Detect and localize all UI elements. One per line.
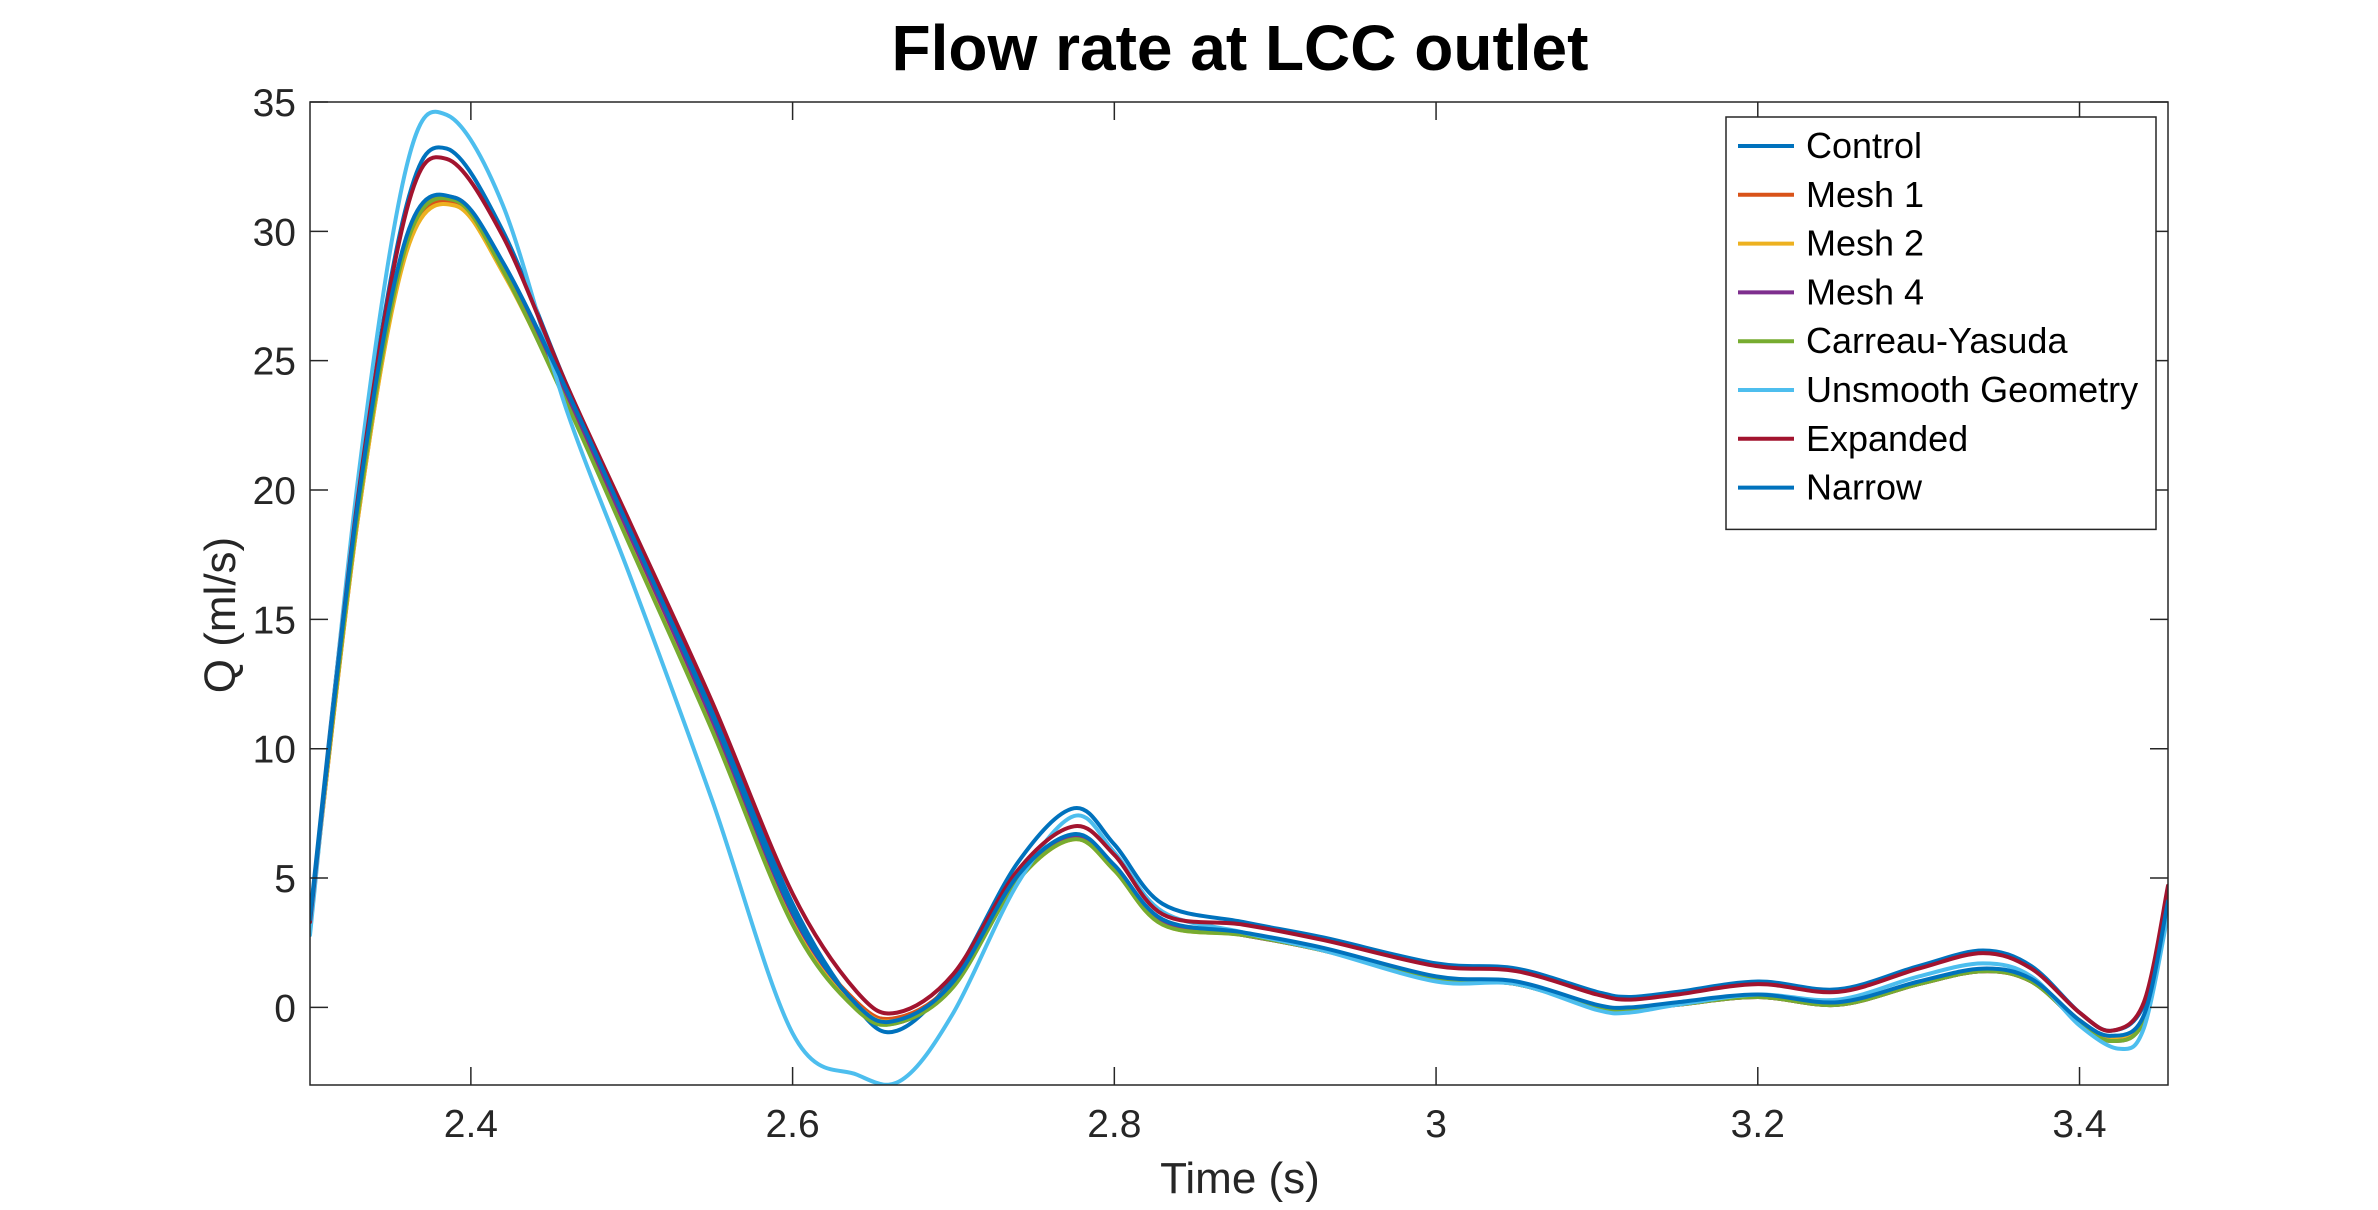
x-axis-label: Time (s) <box>1160 1154 1320 1203</box>
axis-ticks: 2.4 2.6 2.8 3 3.2 3.4 0 5 10 15 20 25 30 35 <box>253 82 2168 1146</box>
y-tick-label: 35 <box>253 82 296 125</box>
series-line-unsmooth-geometry <box>310 109 2168 1085</box>
y-tick-label: 25 <box>253 341 296 384</box>
x-tick-label: 2.4 <box>444 1103 498 1146</box>
legend-label: Mesh 1 <box>1806 174 1924 215</box>
series-line-carreau-yasuda <box>310 196 2168 1043</box>
x-tick-label: 3.4 <box>2052 1103 2106 1146</box>
legend-label: Mesh 2 <box>1806 223 1924 264</box>
series-line-control <box>310 145 2168 1035</box>
legend-label: Unsmooth Geometry <box>1806 369 2138 410</box>
y-tick-label: 20 <box>253 470 296 513</box>
y-tick-label: 0 <box>274 987 296 1030</box>
series-line-narrow <box>310 192 2168 1038</box>
y-tick-label: 15 <box>253 599 296 642</box>
legend-label: Control <box>1806 125 1922 166</box>
series-lines <box>310 109 2168 1085</box>
x-tick-label: 3.2 <box>1731 1103 1785 1146</box>
y-axis-label: Q (ml/s) <box>196 537 245 693</box>
legend-label: Carreau-Yasuda <box>1806 320 2068 361</box>
legend-label: Narrow <box>1806 467 1923 508</box>
x-tick-label: 2.6 <box>765 1103 819 1146</box>
series-line-expanded <box>310 155 2168 1033</box>
x-tick-label: 2.8 <box>1087 1103 1141 1146</box>
legend-label: Expanded <box>1806 418 1968 459</box>
y-tick-label: 30 <box>253 211 296 254</box>
plot-area <box>309 101 2169 1086</box>
legend-label: Mesh 4 <box>1806 271 1924 312</box>
axes-box <box>309 101 2169 1086</box>
legend-box <box>1725 116 2157 531</box>
y-tick-label: 5 <box>274 858 296 901</box>
legend: Control Mesh 1 Mesh 2 Mesh 4 Carreau-Yasuda U… <box>1725 116 2157 531</box>
x-tick-label: 3 <box>1425 1103 1447 1146</box>
chart-title: Flow rate at LCC outlet <box>892 12 1589 84</box>
y-tick-label: 10 <box>253 729 296 772</box>
